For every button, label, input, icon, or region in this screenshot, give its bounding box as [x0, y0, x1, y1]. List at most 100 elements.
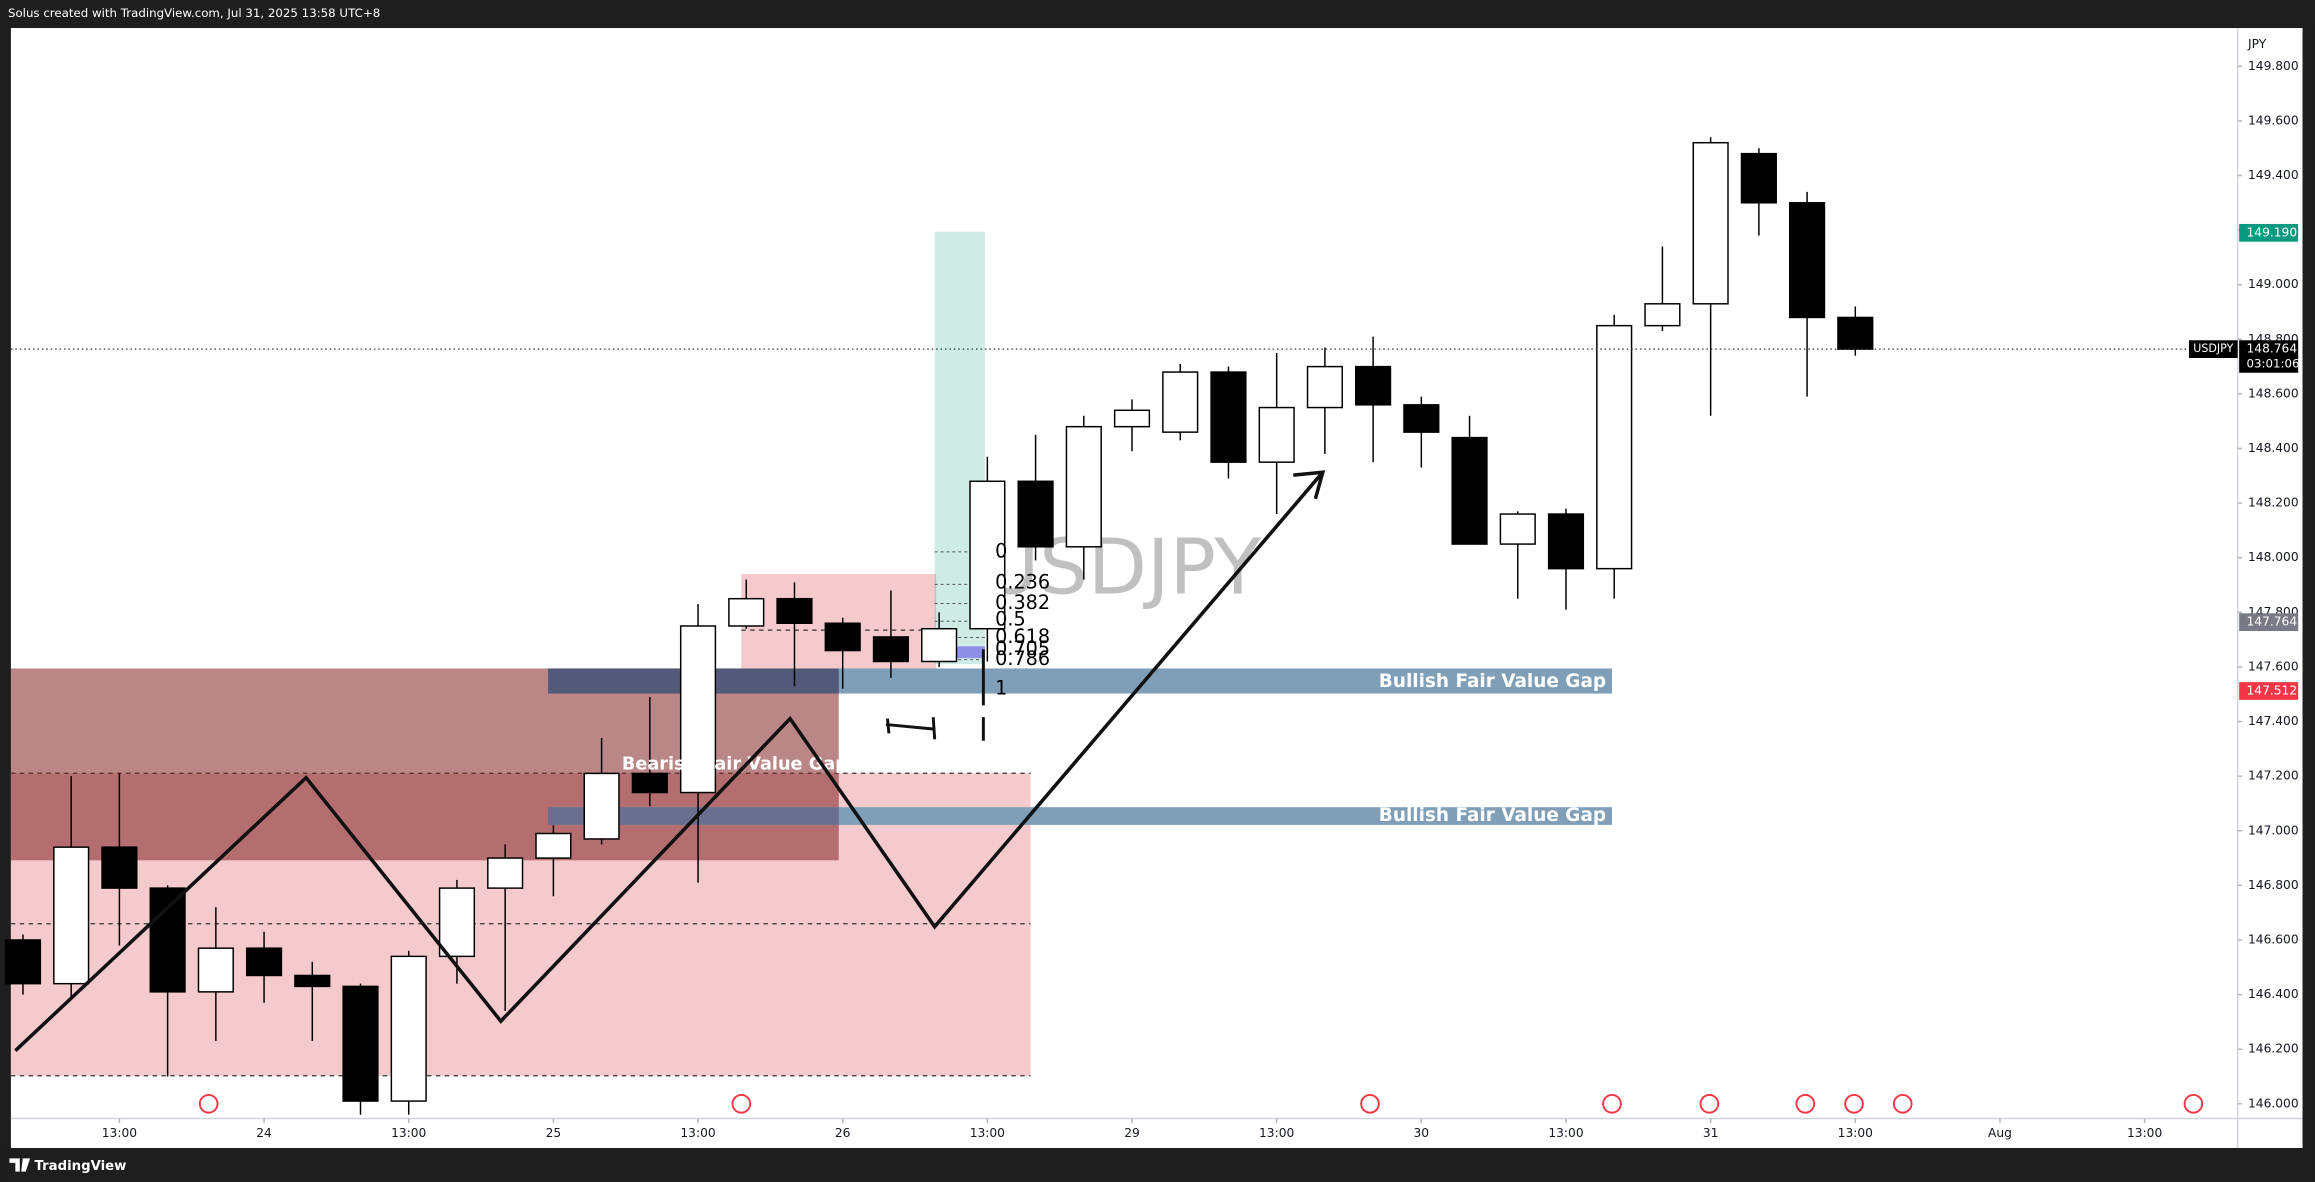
x-tick-label: 26	[835, 1126, 851, 1140]
candle-body	[438, 887, 476, 958]
fib-zone	[936, 646, 985, 659]
y-tick-label: 148.000	[2248, 550, 2299, 564]
candle-body	[1451, 436, 1488, 545]
candle-body	[728, 597, 765, 627]
footer-brand: TradingView	[35, 1159, 127, 1174]
candle-body	[1113, 409, 1151, 428]
zigzag	[14, 471, 1325, 1052]
candle-body	[679, 625, 717, 794]
candle-body	[872, 636, 910, 663]
fib-label: 1	[995, 677, 1007, 700]
candle-body	[487, 857, 524, 889]
candle-body	[1837, 316, 1874, 350]
header: Solus created with TradingView.com, Jul …	[8, 6, 380, 20]
x-tick-label: 13:00	[1259, 1126, 1294, 1140]
candle-body	[294, 974, 331, 988]
x-tick-label: 30	[1414, 1126, 1430, 1140]
fib-label: 0.786	[995, 647, 1050, 670]
fib-label: 0.618	[995, 625, 1050, 648]
candle-body	[1692, 141, 1729, 305]
price-label-box	[2239, 223, 2299, 242]
fib-label: 0.5	[995, 607, 1026, 630]
x-tick-label: 29	[1124, 1126, 1140, 1140]
x-tick-label: 13:00	[1838, 1126, 1873, 1140]
bullish-fvg-label: Bullish Fair Value Gap	[1379, 805, 1606, 826]
candle-body	[1258, 406, 1295, 463]
price-label: 147.512	[2247, 683, 2298, 697]
fib-label: 0	[995, 539, 1007, 562]
candles	[4, 137, 1874, 1115]
symbol-box	[2188, 340, 2238, 358]
candle-body	[631, 772, 668, 794]
x-tick-label: 31	[1703, 1126, 1719, 1140]
hand-marks	[885, 649, 985, 741]
candle-body	[1210, 371, 1247, 463]
y-tick-label: 148.400	[2248, 441, 2299, 455]
candle-body	[1499, 513, 1536, 545]
candle-body	[1596, 324, 1633, 570]
x-tick-label: 13:00	[391, 1126, 426, 1140]
fib-label: 0.382	[995, 591, 1050, 614]
candle-body	[1355, 365, 1392, 406]
currency: JPY	[2247, 37, 2267, 51]
x-tick-label: 25	[546, 1126, 562, 1140]
x-tick-label: 13:00	[102, 1126, 137, 1140]
candle-body	[969, 480, 1006, 630]
y-tick-label: 147.000	[2248, 823, 2299, 837]
candle-body	[101, 846, 138, 889]
candle-body	[1788, 202, 1826, 319]
price-label-box	[2239, 682, 2299, 700]
candle-body	[776, 597, 813, 624]
y-tick-label: 148.200	[2248, 496, 2299, 510]
candle-body	[342, 985, 379, 1102]
bearish-fvg-label: Bearish Fair Value Gap	[622, 754, 848, 774]
candle-body	[53, 846, 90, 985]
candle-body	[1740, 152, 1777, 204]
fib-label: 0.236	[995, 570, 1050, 593]
price-label-box	[2239, 613, 2299, 632]
x-tick-label: 13:00	[1548, 1126, 1583, 1140]
logo	[9, 1158, 31, 1172]
countdown: 03:01:06	[2247, 356, 2300, 370]
x-tick-label: Aug	[1988, 1126, 2012, 1140]
y-tick-label: 149.800	[2248, 59, 2299, 73]
drawings-front: Bearish Fair Value Gap Bullish Fair Valu…	[10, 348, 2238, 1114]
y-tick-label: 146.000	[2248, 1096, 2299, 1110]
y-tick-label: 148.600	[2248, 386, 2299, 400]
x-tick-label: 24	[256, 1126, 272, 1140]
y-tick-label: 147.200	[2248, 769, 2299, 783]
fvg-overlap	[548, 807, 839, 825]
candle-body	[1306, 365, 1343, 409]
y-tick-label: 146.600	[2248, 932, 2299, 946]
y-tick-label: 147.600	[2248, 659, 2299, 673]
last-price-box	[2239, 340, 2299, 373]
arrow-head	[1293, 470, 1326, 500]
price-label: 149.190	[2247, 225, 2298, 239]
candle-body	[1547, 513, 1585, 570]
y-tick-label: 146.200	[2248, 1042, 2299, 1056]
candle-body	[149, 887, 186, 993]
fib-label: 0.705	[995, 637, 1050, 660]
candle-body	[1644, 303, 1681, 327]
y-tick-label: 147.400	[2248, 714, 2299, 728]
candle-body	[535, 832, 572, 859]
last-price-label: 148.764	[2247, 342, 2298, 356]
candle-body	[583, 772, 620, 840]
event-icons	[198, 1093, 2204, 1114]
candle-body	[1065, 425, 1102, 548]
y-tick-label: 149.000	[2248, 277, 2299, 291]
price-label: 147.764	[2247, 615, 2298, 629]
x-tick-label: 13:00	[680, 1126, 715, 1140]
candle-body	[245, 947, 283, 977]
candle-body	[824, 622, 861, 652]
candle-body	[390, 955, 427, 1102]
x-tick-label: 13:00	[2127, 1126, 2162, 1140]
candle-body	[1017, 480, 1054, 548]
x-tick-label: 13:00	[970, 1126, 1005, 1140]
candle-body	[1162, 371, 1199, 433]
right-border	[2302, 28, 2315, 1150]
footer-bar	[0, 1148, 2315, 1182]
y-tick-label: 149.600	[2248, 113, 2299, 127]
